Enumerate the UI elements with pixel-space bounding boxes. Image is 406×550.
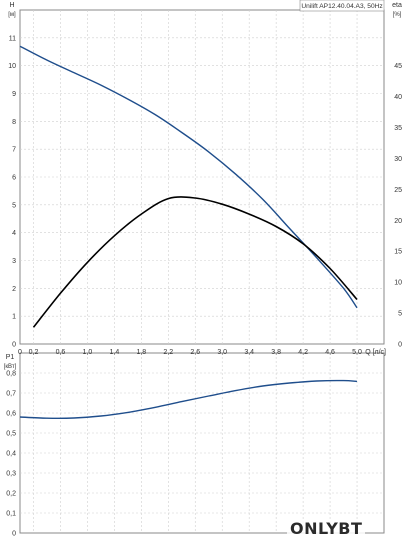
x-tick-label: 4,6	[325, 349, 335, 356]
power-curve	[19, 379, 358, 420]
p1-axis-label: P1	[6, 354, 15, 361]
p1-axis-unit: [кВт]	[4, 364, 17, 370]
title-box	[299, 0, 385, 12]
p1-tick-label: 0,1	[6, 511, 16, 518]
x-tick-label: 1,8	[136, 349, 146, 356]
x-tick-label: 3,0	[217, 349, 227, 356]
y-right-axis-label: eta	[392, 2, 402, 9]
y-right-tick-label: 20	[394, 218, 402, 225]
y-right-tick-label: 5	[398, 311, 402, 318]
efficiency-curve	[32, 196, 358, 328]
x-tick-label: 0,2	[29, 349, 39, 356]
p1-tick-label: 0,8	[6, 371, 16, 378]
y-axis-label: H	[9, 2, 14, 9]
y-tick-label: 8	[12, 119, 16, 126]
x-tick-label: 4,2	[298, 349, 308, 356]
x-tick-label: 2,2	[163, 349, 173, 356]
y-right-tick-label: 0	[398, 342, 402, 349]
x-tick-label: 1,0	[83, 349, 93, 356]
brand-watermark: ONLYBT	[287, 519, 366, 538]
y-tick-label: 7	[12, 147, 16, 154]
p1-tick-label: 0	[12, 531, 16, 538]
y-tick-label: 5	[12, 202, 16, 209]
y-right-tick-label: 40	[394, 94, 402, 101]
p1-tick-label: 0,7	[6, 391, 16, 398]
x-tick-label: 3,4	[244, 349, 254, 356]
y-right-tick-label: 35	[394, 125, 402, 132]
bottom-plot-frame	[19, 352, 385, 534]
head-curve	[19, 45, 358, 309]
y-tick-label: 4	[12, 230, 16, 237]
p1-tick-label: 0,5	[6, 431, 16, 438]
p1-tick-label: 0,4	[6, 451, 16, 458]
y-right-tick-label: 15	[394, 249, 402, 256]
x-tick-label: 5,0	[352, 349, 362, 356]
y-right-tick-label: 10	[394, 280, 402, 287]
x-tick-label: 0	[18, 349, 22, 356]
x-tick-label: 3,8	[271, 349, 281, 356]
y-right-axis-unit: [%]	[393, 12, 402, 18]
y-tick-label: 0	[12, 342, 16, 349]
y-tick-label: 9	[12, 91, 16, 98]
y-axis-unit: [м]	[8, 12, 16, 18]
y-tick-label: 2	[12, 286, 16, 293]
y-right-tick-label: 25	[394, 187, 402, 194]
p1-tick-label: 0,2	[6, 491, 16, 498]
x-tick-label: 1,4	[110, 349, 120, 356]
y-tick-label: 10	[8, 63, 16, 70]
x-tick-label: 0,6	[56, 349, 66, 356]
chart-title: Unilift AP12.40.04.A3, 50Hz	[301, 3, 382, 10]
p1-tick-label: 0,3	[6, 471, 16, 478]
x-axis-label: Q [л/с]	[365, 349, 386, 356]
p1-tick-label: 0,6	[6, 411, 16, 418]
y-right-tick-label: 45	[394, 63, 402, 70]
x-tick-label: 2,6	[190, 349, 200, 356]
y-right-tick-label: 30	[394, 156, 402, 163]
y-tick-label: 11	[9, 35, 16, 42]
y-tick-label: 1	[12, 314, 16, 321]
y-tick-label: 3	[12, 258, 16, 265]
y-tick-label: 6	[12, 175, 16, 182]
